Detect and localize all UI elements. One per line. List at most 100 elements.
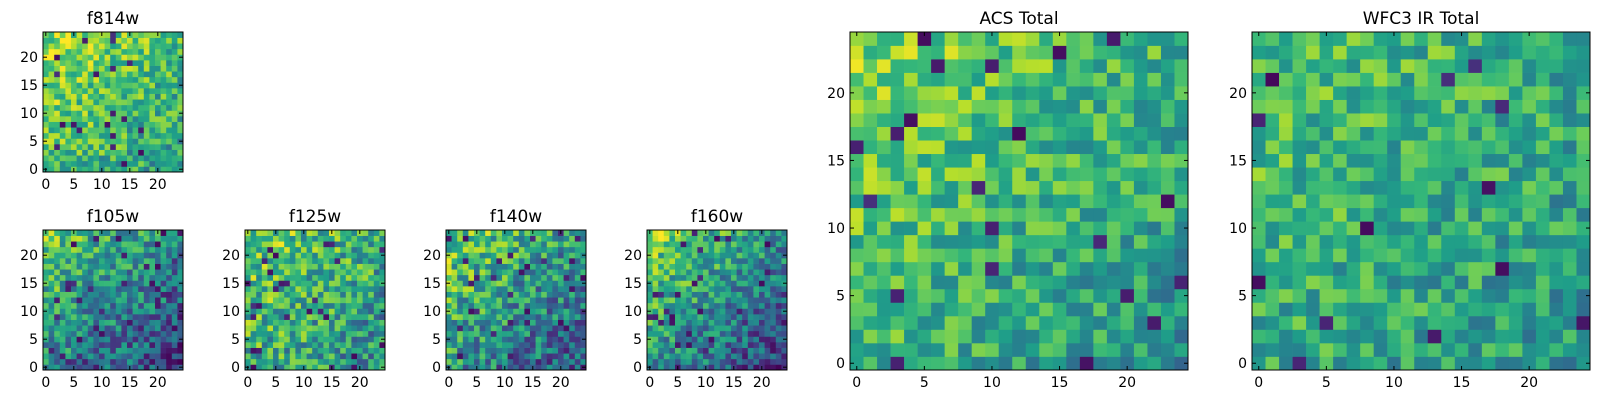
heatmap-cell <box>306 308 313 315</box>
heatmap-cell <box>1468 288 1483 303</box>
heatmap-cell <box>1265 342 1280 357</box>
heatmap-cell <box>121 291 128 298</box>
heatmap-cell <box>250 325 257 332</box>
heatmap-cell <box>917 288 932 303</box>
heatmap-cell <box>931 32 945 46</box>
heatmap-cell <box>284 319 291 326</box>
heatmap-cell <box>155 88 161 94</box>
heatmap-cell <box>1400 329 1415 344</box>
heatmap-cell <box>725 235 732 242</box>
heatmap-cell <box>76 364 83 371</box>
heatmap-cell <box>155 71 161 78</box>
heatmap-cell <box>345 319 352 326</box>
heatmap-cell <box>569 342 576 348</box>
heatmap-cell <box>345 274 352 281</box>
heatmap-cell <box>703 308 709 315</box>
heatmap-cell <box>329 252 335 259</box>
heatmap-cell <box>558 258 564 264</box>
heatmap-cell <box>127 54 133 61</box>
heatmap-cell <box>132 258 139 264</box>
heatmap-cell <box>99 302 105 309</box>
heatmap-cell <box>373 280 380 287</box>
heatmap-cell <box>530 291 536 298</box>
heatmap-cell <box>753 308 760 315</box>
heatmap-cell <box>759 286 765 292</box>
heatmap-cell <box>552 291 559 298</box>
heatmap-cell <box>368 297 375 304</box>
heatmap-cell <box>149 43 156 50</box>
heatmap-cell <box>1279 86 1293 100</box>
heatmap-cell <box>76 132 83 139</box>
heatmap-cell <box>479 358 486 365</box>
heatmap-cell <box>59 88 66 94</box>
heatmap-cell <box>93 155 100 162</box>
heatmap-cell <box>301 252 307 259</box>
heatmap-cell <box>115 330 122 337</box>
heatmap-cell <box>1387 342 1402 357</box>
heatmap-cell <box>317 252 324 259</box>
heatmap-cell <box>1441 302 1456 317</box>
heatmap-cell <box>115 88 122 94</box>
heatmap-cell <box>59 286 66 292</box>
heatmap-cell <box>155 149 161 156</box>
heatmap-cell <box>138 76 145 83</box>
heatmap-cell <box>944 315 959 330</box>
heatmap-cell <box>719 353 726 360</box>
heatmap-cell <box>863 221 878 236</box>
heatmap-cell <box>485 336 492 343</box>
heatmap-cell <box>1441 207 1456 222</box>
y-tick-label: 0 <box>29 162 38 178</box>
heatmap-cell <box>451 330 458 337</box>
heatmap-cell <box>115 54 122 61</box>
heatmap-cell <box>301 269 307 276</box>
heatmap-cell <box>65 336 72 343</box>
heatmap-cell <box>127 127 133 134</box>
heatmap-cell <box>289 235 296 242</box>
heatmap-cell <box>552 308 559 315</box>
heatmap-cell <box>496 330 503 337</box>
heatmap-cell <box>351 314 358 320</box>
heatmap-cell <box>697 342 704 348</box>
heatmap-cell <box>1147 356 1162 371</box>
heatmap-cell <box>177 347 184 354</box>
heatmap-cell <box>357 286 363 292</box>
heatmap-cell <box>675 235 681 242</box>
heatmap-cell <box>753 235 760 242</box>
heatmap-cell <box>944 356 959 371</box>
heatmap-cell <box>267 308 274 315</box>
heatmap-cell <box>115 149 122 156</box>
heatmap-cell <box>451 319 458 326</box>
heatmap-cell <box>1522 126 1537 141</box>
heatmap-cell <box>931 194 945 209</box>
heatmap-cell <box>345 246 352 253</box>
heatmap-cell <box>1039 86 1054 100</box>
heatmap-cell <box>115 274 122 281</box>
heatmap-cell <box>1400 315 1415 330</box>
heatmap-cell <box>1160 153 1175 168</box>
heatmap-cell <box>1576 288 1591 303</box>
heatmap-cell <box>1333 302 1347 317</box>
heatmap-cell <box>770 258 777 264</box>
heatmap-cell <box>334 347 341 354</box>
heatmap-cell <box>451 347 458 354</box>
heatmap-cell <box>647 325 653 332</box>
heatmap-cell <box>1292 315 1307 330</box>
heatmap-cell <box>87 280 94 287</box>
heatmap-cell <box>59 65 66 72</box>
heatmap-cell <box>340 246 347 253</box>
heatmap-cell <box>1292 356 1307 371</box>
heatmap-cell <box>143 65 150 72</box>
heatmap-cell <box>362 319 369 326</box>
heatmap-cell <box>669 286 676 292</box>
heatmap-cell <box>110 155 117 162</box>
heatmap-cell <box>43 358 49 365</box>
heatmap-cell <box>669 241 676 248</box>
heatmap-cell <box>1562 167 1577 182</box>
heatmap-cell <box>1079 99 1094 114</box>
heatmap-cell <box>535 325 542 332</box>
heatmap-cell <box>54 291 61 298</box>
heatmap-cell <box>250 291 257 298</box>
heatmap-cell <box>149 263 156 270</box>
heatmap-cell <box>256 342 263 348</box>
heatmap-cell <box>1279 302 1293 317</box>
